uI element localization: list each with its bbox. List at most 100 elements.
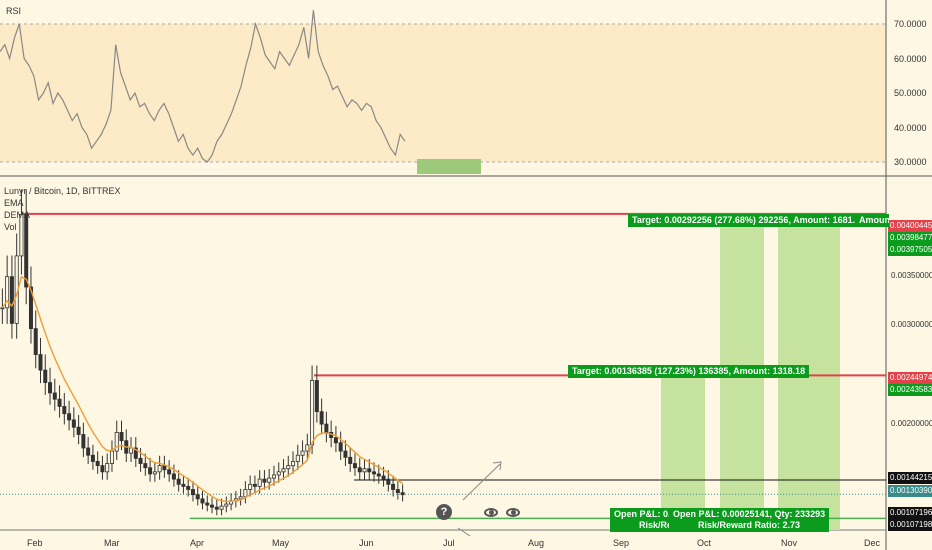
candle-body xyxy=(95,461,100,467)
candle-body xyxy=(171,473,176,480)
time-label-feb: Feb xyxy=(27,538,43,548)
candle-body xyxy=(243,489,248,498)
candle-body xyxy=(162,465,167,471)
time-label-jun: Jun xyxy=(359,538,374,548)
price-tag-black-2: 0.00107196 xyxy=(888,507,932,519)
candle-body xyxy=(109,450,114,464)
candle-body xyxy=(372,471,377,475)
target-banner-2[interactable]: Target: 0.00136385 (127.23%) 136385, Amo… xyxy=(568,365,810,378)
rsi-tick-30: 30.0000 xyxy=(894,157,927,167)
eye-icon-2[interactable] xyxy=(506,508,520,517)
candle-body xyxy=(81,434,86,449)
candle-body xyxy=(300,450,305,456)
price-tag-green-2: 0.00397505 xyxy=(888,244,932,256)
candle-body xyxy=(357,467,362,473)
candle-body xyxy=(157,465,162,473)
candle-body xyxy=(9,276,14,324)
rsi-line xyxy=(0,10,406,163)
candle-body xyxy=(262,478,267,483)
candle-body xyxy=(238,496,243,500)
candle-body xyxy=(5,276,10,309)
price-tick-0035: 0.00350000 xyxy=(891,271,932,280)
price-tag-black-3: 0.00107198 xyxy=(888,519,932,531)
candle-body xyxy=(195,494,200,500)
target-banner-1[interactable]: Target: 0.00292256 (277.68%) 292256, Amo… xyxy=(628,214,870,227)
candle-body xyxy=(200,498,205,504)
candle-body xyxy=(367,468,372,473)
candle-body xyxy=(176,478,181,485)
candle-body xyxy=(210,504,215,508)
candle-body xyxy=(305,444,310,452)
symbol-title[interactable]: Lunyr / Bitcoin, 1D, BITTREX xyxy=(4,186,121,196)
pnl-banner-a[interactable]: Open P&L: 0.0 Risk/Re xyxy=(610,508,676,532)
candle-body xyxy=(19,213,24,257)
price-tag-current: 0.00130390 xyxy=(888,485,932,497)
rsi-green-marker xyxy=(417,159,481,174)
rsi-tick-60: 60.0000 xyxy=(894,54,927,64)
candle-body xyxy=(343,450,348,458)
rsi-band xyxy=(0,24,886,162)
candle-body xyxy=(71,419,76,428)
candle-body xyxy=(67,413,72,421)
price-tag-green-1: 0.00398477 xyxy=(888,232,932,244)
candle-body xyxy=(338,442,343,452)
candle-body xyxy=(381,475,386,480)
arrow-head-up xyxy=(492,461,502,471)
candle-body xyxy=(148,467,153,475)
candle-body xyxy=(257,478,262,487)
candle-body xyxy=(138,457,143,464)
target-banner-1-overflow[interactable]: Amoun xyxy=(855,214,889,227)
time-label-apr: Apr xyxy=(190,538,205,548)
candle-body xyxy=(391,483,396,490)
candle-body xyxy=(248,483,253,490)
pnl-b-line2: Risk/Reward Ratio: 2.73 xyxy=(698,520,801,530)
candle-body xyxy=(324,423,329,433)
candle-body xyxy=(28,286,33,329)
eye-icon[interactable] xyxy=(484,508,498,517)
candle-body xyxy=(86,447,91,456)
candle-body xyxy=(48,382,53,394)
candle-body xyxy=(362,468,367,473)
price-tick-0020: 0.00200000 xyxy=(891,419,932,428)
candle-body xyxy=(205,502,210,506)
candle-body xyxy=(62,406,67,415)
time-label-sep: Sep xyxy=(613,538,630,548)
candle-body xyxy=(133,447,138,459)
time-label-may: May xyxy=(272,538,290,548)
target-zone-1 xyxy=(661,375,705,530)
candle-body xyxy=(181,483,186,487)
rsi-tick-50: 50.0000 xyxy=(894,88,927,98)
price-tag-red-top: 0.00400445 xyxy=(888,220,932,232)
candle-body xyxy=(119,432,124,442)
candle-body xyxy=(376,473,381,477)
candle-body xyxy=(224,503,229,507)
price-tag-red-mid: 0.00244974 xyxy=(888,372,932,384)
help-icon[interactable]: ? xyxy=(436,504,452,520)
candle-body xyxy=(43,369,48,383)
eye-pupil-2 xyxy=(510,510,516,515)
candle-body xyxy=(310,380,315,446)
legend-dema[interactable]: DEMA xyxy=(4,210,31,220)
rsi-tick-70: 70.0000 xyxy=(894,19,927,29)
eye-pupil xyxy=(488,510,494,515)
candle-body xyxy=(386,478,391,485)
candle-body xyxy=(114,432,119,452)
pnl-banner-b[interactable]: Open P&L: 0.00025141, Qty: 233293 Risk/R… xyxy=(669,508,830,532)
price-tag-green-3: 0.00243583 xyxy=(888,384,932,396)
candle-body xyxy=(281,468,286,473)
candle-body xyxy=(152,471,157,475)
legend-ema[interactable]: EMA xyxy=(4,198,24,208)
candle-body xyxy=(143,463,148,469)
legend-vol[interactable]: Vol xyxy=(4,222,17,232)
candle-body xyxy=(33,328,38,355)
ema-line xyxy=(1,275,403,503)
pnl-a-line2: Risk/Re xyxy=(638,520,672,530)
time-label-dec: Dec xyxy=(864,538,881,548)
candle-body xyxy=(186,485,191,490)
candle-body xyxy=(267,477,272,483)
candle-body xyxy=(129,447,134,454)
candle-body xyxy=(76,426,81,435)
projection-arrow-down xyxy=(457,527,471,537)
